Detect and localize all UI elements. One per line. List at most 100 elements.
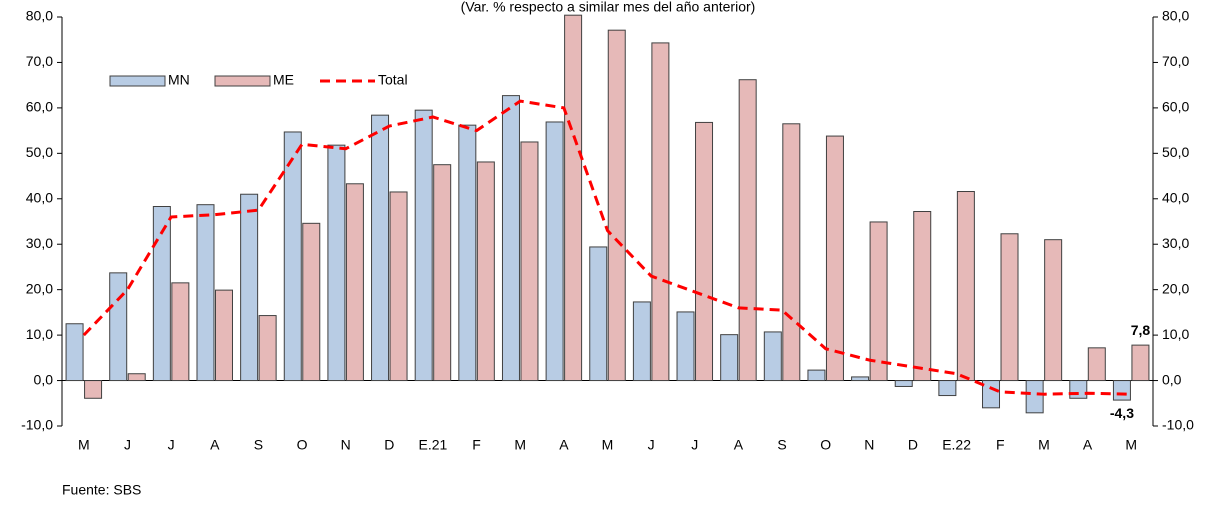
legend-swatch [214, 75, 271, 87]
line [82, 99, 1132, 396]
bar [501, 95, 520, 382]
x-tick-label: O [297, 437, 308, 453]
bar [651, 42, 670, 382]
bar [956, 191, 975, 382]
bar [65, 323, 84, 382]
bar [1044, 239, 1063, 382]
bar [327, 144, 346, 382]
bar [632, 301, 651, 382]
x-tick-label: M [78, 437, 90, 453]
data-label: -4,3 [1110, 405, 1134, 421]
x-tick-label: D [384, 437, 394, 453]
x-tick-label: E.22 [942, 437, 971, 453]
bar [1025, 380, 1044, 414]
bar [345, 183, 364, 382]
bar [109, 272, 128, 382]
bar [283, 131, 302, 382]
bar [589, 246, 608, 382]
x-tick-label: M [602, 437, 614, 453]
bar [214, 289, 233, 382]
bar [1069, 380, 1088, 399]
y2-tick-label: 60,0 [1162, 99, 1189, 115]
bar [389, 191, 408, 382]
bar [913, 211, 932, 382]
legend-label: ME [273, 72, 294, 88]
y-tick-label: 20,0 [26, 280, 53, 296]
x-tick-label: F [472, 437, 481, 453]
y-tick-label: -10,0 [21, 417, 53, 433]
y-tick-label: 70,0 [26, 53, 53, 69]
y2-tick-label: -10,0 [1162, 417, 1194, 433]
bar [825, 135, 844, 382]
bar [476, 161, 495, 382]
y-tick-label: 60,0 [26, 99, 53, 115]
x-tick-label: J [168, 437, 175, 453]
bar [869, 221, 888, 382]
y2-tick-label: 0,0 [1162, 371, 1182, 387]
bar [695, 121, 714, 382]
x-tick-label: A [1083, 437, 1093, 453]
x-tick-label: O [820, 437, 831, 453]
x-tick-label: N [864, 437, 874, 453]
bar [1112, 380, 1131, 401]
bar [1131, 344, 1150, 382]
bar [545, 121, 564, 382]
x-tick-label: J [648, 437, 655, 453]
y2-tick-label: 10,0 [1162, 326, 1189, 342]
bar [171, 282, 190, 382]
x-tick-label: N [341, 437, 351, 453]
legend-label: Total [378, 72, 408, 88]
y-tick-label: 30,0 [26, 235, 53, 251]
bar [458, 124, 477, 382]
bar [782, 123, 801, 382]
bar [738, 79, 757, 382]
bar [302, 222, 321, 382]
bar [982, 380, 1001, 409]
bar [607, 29, 626, 382]
x-tick-label: A [210, 437, 220, 453]
x-tick-label: F [996, 437, 1005, 453]
bar [763, 331, 782, 382]
x-tick-label: M [1038, 437, 1050, 453]
bar [258, 315, 277, 382]
bar [196, 204, 215, 382]
y-tick-label: 0,0 [34, 371, 54, 387]
bar [371, 114, 390, 382]
bar [152, 206, 171, 382]
source-note: Fuente: SBS [62, 482, 141, 498]
bar [433, 164, 452, 382]
bar [894, 380, 913, 387]
bar [676, 311, 695, 382]
bar [84, 380, 103, 399]
y-tick-label: 40,0 [26, 189, 53, 205]
y-tick-label: 50,0 [26, 144, 53, 160]
bar [240, 193, 259, 382]
bar [1087, 347, 1106, 382]
bar [851, 376, 870, 382]
x-tick-label: A [734, 437, 744, 453]
x-tick-label: M [514, 437, 526, 453]
legend-label: MN [168, 72, 190, 88]
y-tick-label: 10,0 [26, 326, 53, 342]
bar [1000, 233, 1019, 382]
y-tick-label: 80,0 [26, 8, 53, 24]
bar [807, 369, 826, 382]
bar [564, 14, 583, 382]
chart-title: (Var. % respecto a similar mes del año a… [461, 0, 756, 15]
legend-swatch [109, 75, 166, 87]
y2-tick-label: 30,0 [1162, 235, 1189, 251]
bar [720, 334, 739, 382]
x-tick-label: D [908, 437, 918, 453]
data-label: 7,8 [1131, 322, 1151, 338]
bar [414, 109, 433, 382]
y2-tick-label: 80,0 [1162, 8, 1189, 24]
x-tick-label: S [254, 437, 263, 453]
x-tick-label: M [1125, 437, 1137, 453]
bar [938, 380, 957, 397]
x-tick-label: E.21 [419, 437, 448, 453]
y2-tick-label: 20,0 [1162, 280, 1189, 296]
x-tick-label: J [691, 437, 698, 453]
x-tick-label: S [777, 437, 786, 453]
bar [127, 373, 146, 382]
